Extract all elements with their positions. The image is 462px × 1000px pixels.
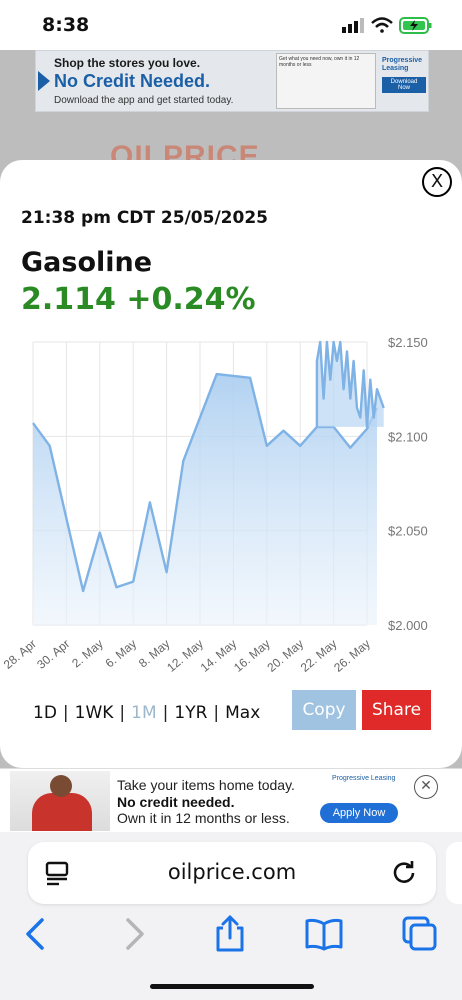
forward-icon[interactable] [114, 914, 154, 954]
ad-bottom-line2: No credit needed. [117, 794, 235, 810]
range-separator: | [62, 703, 69, 723]
ad-close-icon[interactable]: ✕ [414, 775, 438, 799]
range-separator: | [119, 703, 126, 723]
ad-brand-block: Progressive Leasing Download Now [382, 57, 426, 107]
ad-phone-image: Get what you need now, own it in 12 mont… [276, 53, 376, 109]
ad-top-line2: No Credit Needed. [54, 71, 211, 91]
x-tick-label: 20. May [264, 637, 306, 675]
x-tick-label: 28. Apr [1, 637, 39, 672]
url-text[interactable]: oilprice.com [167, 860, 297, 884]
y-tick-label: $2.100 [388, 429, 428, 444]
tabs-icon[interactable] [400, 914, 440, 954]
y-tick-label: $2.150 [388, 335, 428, 350]
reload-icon[interactable] [390, 858, 418, 886]
play-arrow-icon [38, 71, 50, 91]
x-tick-label: 16. May [231, 637, 273, 675]
ad-top-line3: Download the app and get started today. [54, 95, 234, 106]
status-time: 8:38 [42, 14, 90, 36]
range-selector: 1D | 1WK | 1M | 1YR | Max [33, 703, 260, 723]
range-1yr-button[interactable]: 1YR [174, 703, 208, 723]
ad-bottom-line3: Own it in 12 months or less. [117, 810, 290, 826]
x-tick-label: 12. May [164, 637, 206, 675]
commodity-name: Gasoline [21, 247, 153, 278]
range-separator: | [213, 703, 220, 723]
series-line [315, 340, 385, 429]
status-icons [342, 17, 432, 34]
range-max-button[interactable]: Max [225, 703, 261, 723]
area-fill [33, 374, 377, 625]
top-banner-ad[interactable]: Shop the stores you love. No Credit Need… [35, 50, 429, 112]
ad-bottom-line1: Take your items home today. [117, 777, 295, 793]
bottom-banner-ad[interactable]: Take your items home today. No credit ne… [0, 768, 462, 833]
x-tick-label: 14. May [198, 637, 240, 675]
range-1wk-button[interactable]: 1WK [74, 703, 114, 723]
x-tick-label: 6. May [103, 637, 140, 671]
range-1d-button[interactable]: 1D [33, 703, 57, 723]
price-change: 2.114 +0.24% [21, 282, 256, 317]
price-timestamp: 21:38 pm CDT 25/05/2025 [21, 208, 268, 228]
close-modal-button[interactable]: X [422, 167, 452, 197]
bookmarks-icon[interactable] [304, 914, 344, 954]
range-separator: | [162, 703, 169, 723]
copy-button[interactable]: Copy [292, 690, 356, 730]
range-1m-button[interactable]: 1M [131, 703, 157, 723]
x-tick-label: 30. Apr [34, 637, 72, 672]
x-tick-label: 26. May [331, 637, 373, 675]
y-tick-label: $2.000 [388, 618, 428, 633]
wifi-icon [371, 17, 393, 33]
x-tick-label: 22. May [298, 637, 340, 675]
apply-now-button[interactable]: Apply Now [320, 803, 398, 823]
reader-icon[interactable] [44, 859, 72, 887]
y-tick-label: $2.050 [388, 524, 428, 539]
ad-photo [10, 771, 110, 831]
share-sheet-icon[interactable] [210, 914, 250, 954]
ad-bottom-brand: Progressive Leasing [332, 775, 396, 782]
address-bar[interactable]: oilprice.com [28, 842, 436, 904]
ad-brand-name: Progressive Leasing [382, 57, 423, 72]
ad-top-line1: Shop the stores you love. [54, 56, 201, 70]
back-icon[interactable] [16, 914, 56, 954]
next-tab-peek[interactable] [446, 842, 462, 904]
home-indicator [150, 984, 314, 989]
signal-icon [342, 18, 364, 33]
x-tick-label: 2. May [69, 637, 106, 671]
ad-download-button[interactable]: Download Now [382, 77, 426, 93]
ad-person-body [32, 793, 92, 831]
area-fill-intraday [316, 342, 384, 427]
battery-icon [399, 17, 432, 34]
ad-person-head [50, 775, 72, 797]
status-bar: 8:38 [0, 0, 462, 50]
share-button[interactable]: Share [362, 690, 431, 730]
